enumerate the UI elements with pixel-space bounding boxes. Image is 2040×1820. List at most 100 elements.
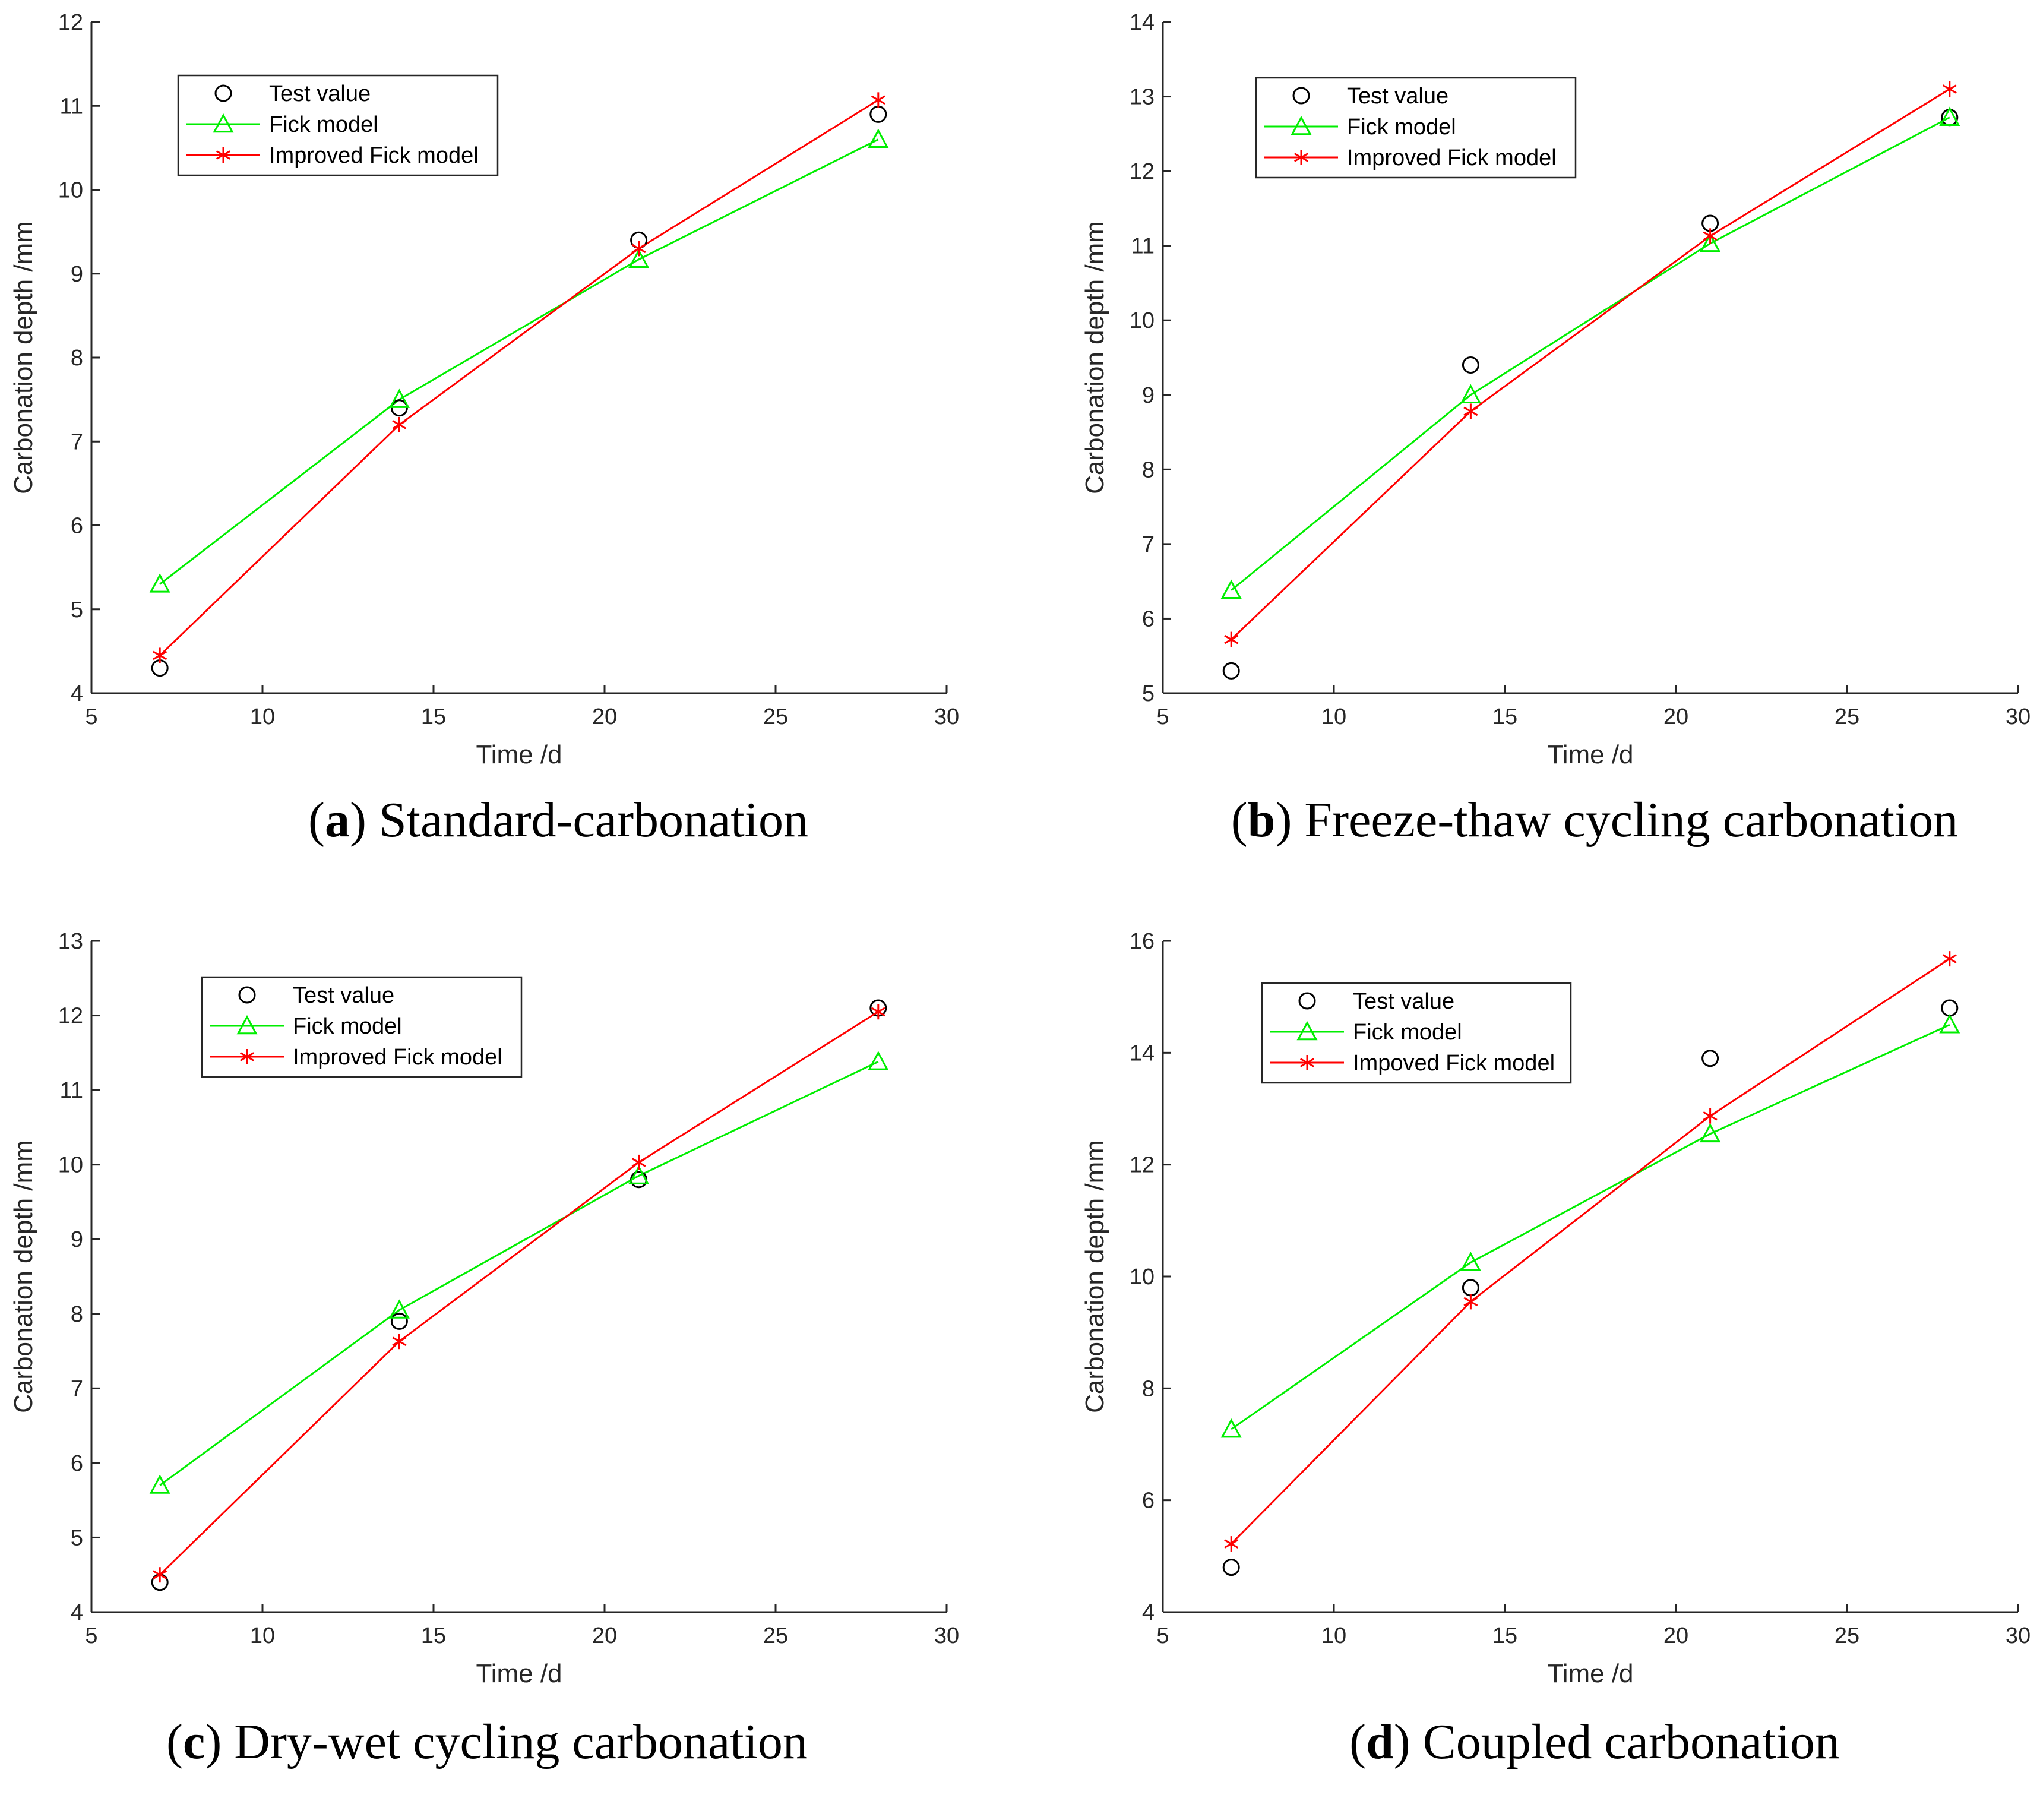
caption-title: ) Dry-wet cycling carbonation [205,1714,808,1770]
data-point-fick [1939,106,1960,126]
y-tick-label: 5 [1142,681,1155,706]
data-point-test [1701,1050,1719,1067]
x-tick-label: 5 [1156,1623,1169,1648]
legend-label-improved: Improved Fick model [293,1045,502,1070]
data-point-improved-stroke [871,1007,885,1017]
data-point-fick [628,248,650,268]
x-axis-title: Time /d [1547,1659,1633,1688]
legend: Test value Fick model Impoved Fick model [1261,982,1572,1084]
legend-label-fick: Fick model [1353,1020,1462,1045]
caption-title: ) Coupled carbonation [1394,1714,1840,1770]
legend: Test value Fick model Improved Fick model [1255,77,1577,179]
series-line-improved [1231,958,1950,1545]
legend-label-improved: Improved Fick model [269,143,479,168]
caption-paren-open: ( [308,792,325,848]
caption-letter: d [1366,1714,1394,1770]
y-tick-label: 5 [71,598,83,623]
y-tick-label: 6 [1142,1489,1155,1513]
legend: Test value Fick model Improved Fick model [201,976,523,1078]
y-tick-label: 9 [71,262,83,287]
data-point-improved-stroke [1942,84,1957,94]
x-tick-label: 30 [2006,704,2030,729]
data-point-improved [1942,951,1957,967]
legend-marker-test [1292,87,1310,105]
legend-label-test: Test value [269,81,371,106]
x-tick-label: 15 [1492,704,1517,729]
data-point-fick [1460,384,1481,404]
data-point-fick [868,1051,889,1070]
series-line-improved [1231,88,1950,640]
data-point-fick [1220,579,1242,599]
caption-letter: b [1248,792,1276,848]
y-tick-label: 10 [58,178,83,203]
data-point-improved [153,1567,167,1583]
x-tick-label: 25 [1835,1623,1859,1648]
x-tick-label: 5 [85,704,97,729]
panel-caption: (d) Coupled carbonation [1349,1714,1840,1770]
legend-marker-improved [1299,1055,1315,1070]
legend-label-improved: Impoved Fick model [1353,1051,1555,1076]
caption-paren-open: ( [166,1714,183,1770]
y-tick-label: 7 [71,1376,83,1401]
x-tick-label: 30 [934,1623,959,1648]
legend-label-test: Test value [1347,84,1448,109]
data-point-fick [149,573,170,593]
x-tick-label: 10 [250,1623,275,1648]
y-tick-label: 11 [60,1078,83,1103]
data-point-fick [1939,1014,1960,1034]
data-point-improved [392,417,407,432]
x-tick-label: 10 [1321,1623,1346,1648]
y-tick-label: 4 [71,1600,83,1625]
data-point-improved-stroke [871,95,885,105]
data-point-improved [392,1334,407,1350]
y-tick-label: 10 [1130,308,1155,333]
panel-caption: (a) Standard-carbonation [308,792,808,848]
caption-title: ) Freeze-thaw cycling carbonation [1275,792,1958,848]
data-point-improved-stroke [1224,1539,1239,1549]
y-tick-label: 12 [58,1004,83,1029]
y-tick-label: 12 [58,10,83,35]
data-point-test [390,1312,408,1330]
data-point-improved-stroke [631,244,646,254]
x-tick-label: 20 [1663,1623,1688,1648]
data-point-improved [1224,631,1239,647]
data-point-fick [1700,1123,1721,1143]
legend-marker-improved [1293,150,1309,165]
x-tick-label: 25 [1835,704,1859,729]
data-point-fick [1460,1252,1481,1271]
legend-label-test: Test value [1353,989,1454,1014]
data-point-fick [868,128,889,148]
legend-marker-improved-stroke [1299,1058,1315,1067]
y-tick-label: 6 [71,514,83,539]
y-axis-title: Carbonation depth /mm [1080,1140,1109,1413]
y-tick-label: 10 [58,1153,83,1178]
data-point-improved [871,92,885,108]
y-tick-label: 12 [1130,159,1155,184]
series-line-improved [159,99,879,656]
y-tick-label: 5 [71,1525,83,1550]
data-point-improved [631,1154,646,1170]
legend-label-fick: Fick model [1347,115,1456,140]
series-line-fick [159,138,879,585]
y-tick-label: 4 [1142,1600,1155,1625]
legend-marker-test [238,986,256,1004]
y-tick-label: 8 [71,346,83,371]
x-tick-label: 30 [2006,1623,2030,1648]
x-tick-label: 10 [1321,704,1346,729]
data-point-fick [149,1474,170,1494]
x-tick-label: 15 [421,1623,446,1648]
y-tick-label: 13 [1130,85,1155,110]
data-point-improved-stroke [392,1336,407,1347]
legend-marker-improved-stroke [216,150,231,160]
data-point-improved [1463,1294,1478,1310]
caption-paren-open: ( [1349,1714,1366,1770]
legend-marker-test [214,84,232,102]
data-point-improved [1703,228,1718,244]
y-tick-label: 11 [1131,234,1155,259]
data-point-fick [1220,1418,1242,1438]
x-tick-label: 25 [763,704,788,729]
y-tick-label: 12 [1130,1153,1155,1178]
panel-caption: (b) Freeze-thaw cycling carbonation [1231,792,1959,848]
